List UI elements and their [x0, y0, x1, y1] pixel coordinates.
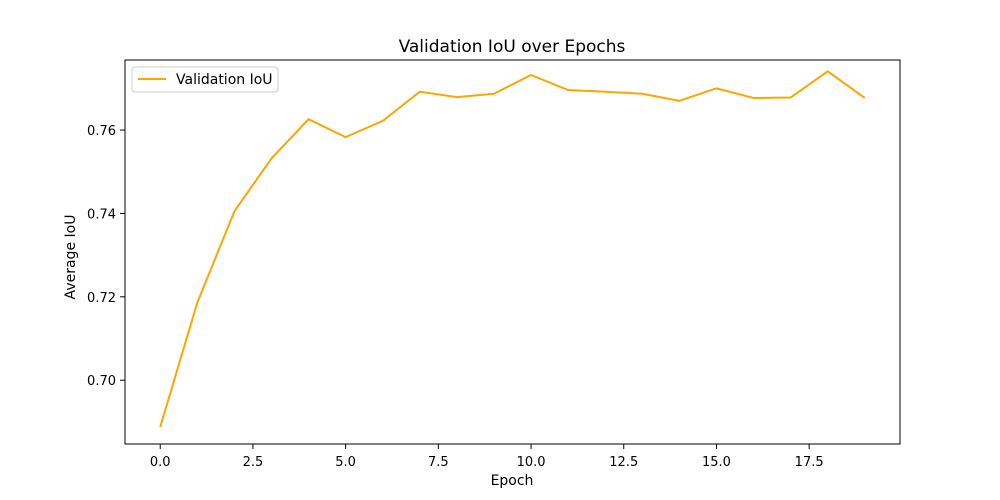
x-tick-label: 7.5	[428, 455, 449, 470]
x-tick-label: 5.0	[335, 455, 356, 470]
x-tick-label: 15.0	[702, 455, 731, 470]
y-tick-label: 0.72	[87, 291, 116, 306]
y-tick-label: 0.74	[87, 207, 116, 222]
x-tick-label: 10.0	[517, 455, 546, 470]
x-tick-label: 2.5	[243, 455, 264, 470]
legend-box	[131, 66, 279, 93]
legend: Validation IoU	[131, 66, 279, 93]
legend-label: Validation IoU	[176, 72, 273, 88]
y-tick-label: 0.70	[87, 374, 116, 389]
y-axis: 0.70 0.72 0.74 0.76	[87, 124, 125, 389]
x-tick-label: 12.5	[609, 455, 638, 470]
chart-title: Validation IoU over Epochs	[399, 37, 626, 57]
x-tick-label: 17.5	[795, 455, 824, 470]
series-line-0	[159, 70, 866, 428]
plot-frame	[124, 59, 901, 445]
x-axis: 0.0 2.5 5.0 7.5 10.0 12.5 15.0 17.5	[150, 444, 824, 470]
x-axis-label: Epoch	[491, 473, 534, 489]
x-tick-label: 0.0	[150, 455, 171, 470]
y-tick-label: 0.76	[87, 124, 116, 139]
plot-area	[124, 59, 901, 445]
y-axis-label: Average IoU	[63, 215, 79, 300]
